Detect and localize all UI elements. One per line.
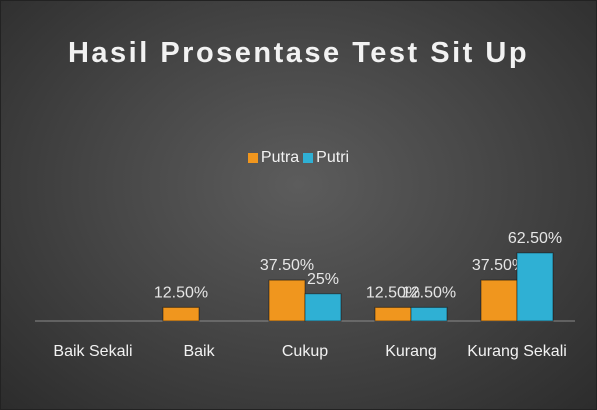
legend-label: Putra — [260, 149, 300, 166]
x-tick-label: Kurang Sekali — [467, 343, 567, 360]
chart-title: Hasil Prosentase Test Sit Up — [67, 37, 530, 69]
bar — [268, 279, 306, 322]
data-label: 62.50% — [508, 230, 562, 247]
data-label: 12.50% — [402, 284, 456, 301]
x-tick-label: Cukup — [281, 343, 329, 360]
legend-item: Putra — [247, 149, 300, 167]
x-tick-label: Kurang — [385, 343, 437, 360]
bar — [374, 306, 412, 322]
data-label: 25% — [307, 271, 339, 288]
legend-item: Putri — [303, 149, 349, 167]
legend-swatch — [247, 153, 258, 163]
data-label: 12.50% — [366, 284, 420, 301]
bar — [516, 252, 554, 322]
x-tick-label: Baik Sekali — [53, 343, 133, 360]
bar — [162, 306, 200, 322]
bar — [304, 293, 342, 322]
data-label: 37.50% — [472, 257, 526, 274]
bar — [480, 279, 518, 322]
data-label: 37.50% — [260, 257, 314, 274]
legend-label: Putri — [316, 149, 350, 166]
legend: Putra Putri — [1, 149, 596, 168]
bar — [410, 306, 448, 322]
legend-swatch — [303, 153, 314, 163]
x-tick-label: Baik — [183, 343, 215, 360]
data-label: 12.50% — [154, 284, 208, 301]
